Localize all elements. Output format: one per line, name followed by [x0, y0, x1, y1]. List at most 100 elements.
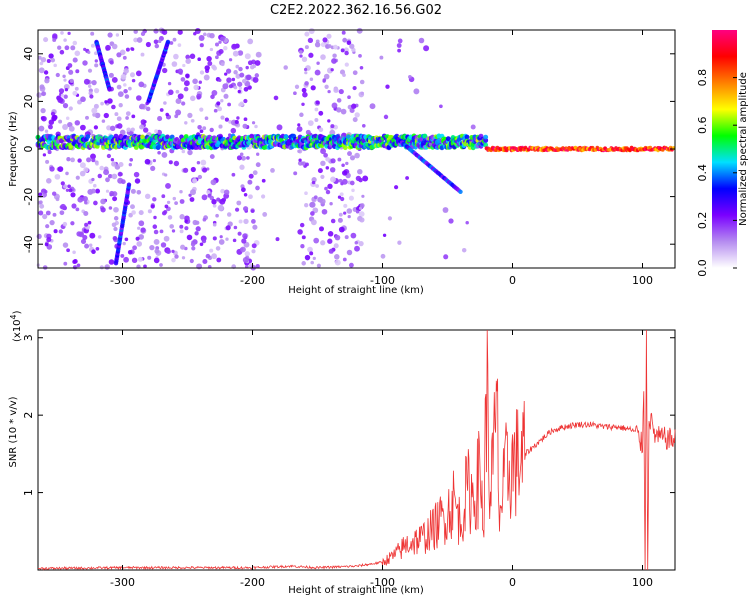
spectrogram-cell — [448, 218, 454, 224]
spectrogram-cell — [162, 67, 168, 74]
spectrogram-cell — [118, 103, 123, 108]
spectrogram-cell — [241, 238, 247, 244]
spectrogram-cell — [309, 201, 316, 208]
spectrogram-cell — [219, 235, 223, 239]
spectrogram-cell — [423, 45, 430, 52]
spectrogram-cell — [251, 243, 257, 249]
spectrogram-cell — [333, 87, 339, 93]
spectrogram-cell — [68, 188, 73, 193]
spectrogram-cell — [470, 124, 476, 130]
y-tick-label: 2 — [22, 412, 35, 419]
spectrogram-cell — [252, 76, 259, 83]
spectrogram-cell — [340, 48, 345, 53]
spectrogram-cell — [216, 101, 221, 106]
spectrogram-cell — [140, 134, 145, 140]
spectrogram-cell — [237, 81, 243, 87]
spectrogram-cell — [327, 89, 331, 94]
spectrogram-cell — [318, 110, 324, 116]
spectrogram-cell — [225, 237, 229, 241]
spectrogram-cell — [358, 211, 365, 217]
spectrogram-cell — [323, 152, 328, 158]
spectrogram-cell — [369, 103, 376, 110]
spectrogram-cell — [76, 263, 81, 268]
spectrogram-cell — [107, 87, 112, 92]
spectrogram-cell — [247, 60, 253, 66]
spectrogram-cell — [145, 41, 151, 48]
spectrogram-cell — [304, 81, 309, 86]
spectrogram-cell — [276, 124, 283, 131]
spectrogram-cell — [351, 188, 355, 193]
spectrogram-cell — [358, 240, 364, 247]
spectrogram-cell — [352, 117, 358, 123]
spectrogram-cell — [304, 71, 308, 75]
spectrogram-cell — [57, 166, 64, 172]
spectrogram-cell — [355, 175, 362, 182]
spectrogram-cell — [74, 120, 81, 126]
spectrogram-cell — [138, 234, 145, 240]
spectrogram-cell — [82, 195, 88, 202]
spectrogram-cell — [220, 99, 224, 103]
spectrogram-cell — [189, 53, 196, 60]
spectrogram-cell — [171, 257, 176, 263]
snr-x-axis-label: Height of straight line (km) — [288, 585, 424, 596]
spectrogram-cell — [190, 166, 196, 173]
spectrogram-cell — [154, 43, 160, 49]
spectrogram-cell — [201, 194, 208, 201]
spectrogram-cell — [62, 221, 68, 227]
spectrogram-cell — [136, 95, 142, 101]
spectrogram-cell — [38, 210, 44, 216]
spectrogram-cell — [94, 51, 98, 56]
spectrogram-cell — [385, 84, 390, 89]
spectrogram-y-axis-label: Frequency (Hz) — [8, 111, 19, 187]
spectrogram-cell — [236, 116, 240, 120]
spectrogram-cell — [87, 50, 91, 55]
spectrogram-cell — [44, 242, 49, 247]
spectrogram-cell — [94, 63, 99, 68]
spectrogram-cell — [340, 196, 345, 202]
spectrogram-cell — [254, 73, 260, 78]
spectrogram-cell — [233, 70, 238, 75]
spectrogram-cell — [215, 55, 219, 60]
spectrogram-cell — [203, 74, 210, 81]
snr-series-line — [37, 329, 676, 571]
spectrogram-cell — [237, 231, 242, 236]
spectrogram-cell — [134, 178, 141, 184]
spectrogram-cell — [350, 232, 357, 239]
spectrogram-cell — [53, 229, 58, 234]
spectrogram-cell — [53, 63, 57, 68]
spectrogram-cell — [184, 121, 188, 125]
spectrogram-cell — [307, 37, 314, 44]
spectrogram-cell — [323, 73, 330, 80]
spectrogram-cell — [187, 149, 193, 156]
spectrogram-cell — [139, 124, 145, 130]
spectrogram-cell — [202, 217, 207, 222]
spectrogram-cell — [126, 182, 132, 187]
spectrogram-cell — [153, 39, 159, 45]
spectrogram-cell — [332, 53, 337, 58]
spectrogram-cell — [152, 158, 157, 163]
spectrogram-cell — [300, 244, 305, 249]
spectrogram-cell — [397, 38, 403, 44]
spectrogram-cell — [68, 69, 74, 75]
spectrogram-cell — [132, 245, 137, 251]
spectrogram-cell — [152, 197, 157, 202]
spectrogram-cell — [137, 256, 143, 262]
spectrogram-cell — [329, 129, 336, 136]
spectrogram-cell — [314, 107, 319, 112]
spectrogram-cell — [179, 214, 185, 220]
spectrogram-cell — [197, 174, 203, 180]
spectrogram-cell — [243, 98, 248, 104]
spectrogram-cell — [394, 185, 399, 190]
spectrogram-cell — [154, 248, 160, 254]
spectrogram-cell — [215, 213, 219, 218]
spectrogram-cell — [237, 89, 241, 94]
spectrogram-cell — [120, 73, 127, 80]
spectrogram-cell — [52, 191, 57, 196]
y-tick-label: 1 — [22, 489, 35, 496]
spectrogram-cell — [324, 84, 329, 89]
spectrogram-cell — [218, 48, 224, 55]
spectrogram-cell — [205, 253, 211, 259]
spectrogram-cell — [331, 58, 337, 64]
spectrogram-cell — [439, 104, 443, 109]
spectrogram-cell — [200, 159, 207, 166]
